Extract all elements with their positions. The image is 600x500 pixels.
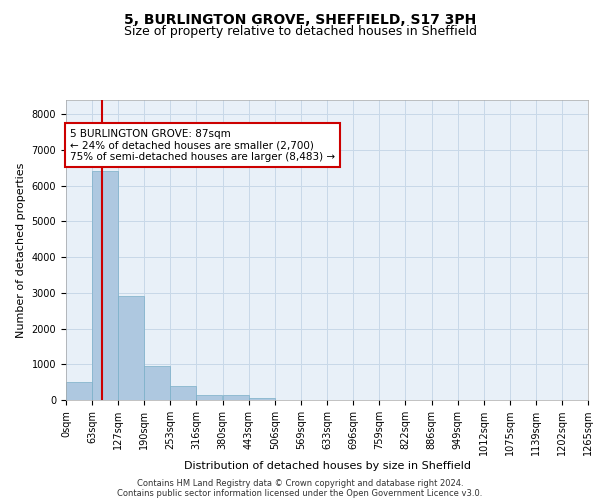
Bar	[118, 296, 145, 400]
Text: Contains public sector information licensed under the Open Government Licence v3: Contains public sector information licen…	[118, 488, 482, 498]
Bar	[170, 386, 196, 400]
Y-axis label: Number of detached properties: Number of detached properties	[16, 162, 26, 338]
X-axis label: Distribution of detached houses by size in Sheffield: Distribution of detached houses by size …	[184, 461, 470, 471]
Bar	[92, 172, 118, 400]
Text: 5, BURLINGTON GROVE, SHEFFIELD, S17 3PH: 5, BURLINGTON GROVE, SHEFFIELD, S17 3PH	[124, 12, 476, 26]
Bar	[66, 382, 92, 400]
Text: Contains HM Land Registry data © Crown copyright and database right 2024.: Contains HM Land Registry data © Crown c…	[137, 478, 463, 488]
Bar	[223, 396, 249, 400]
Text: 5 BURLINGTON GROVE: 87sqm
← 24% of detached houses are smaller (2,700)
75% of se: 5 BURLINGTON GROVE: 87sqm ← 24% of detac…	[70, 128, 335, 162]
Bar	[145, 366, 170, 400]
Bar	[249, 398, 275, 400]
Text: Size of property relative to detached houses in Sheffield: Size of property relative to detached ho…	[124, 25, 476, 38]
Bar	[196, 394, 223, 400]
